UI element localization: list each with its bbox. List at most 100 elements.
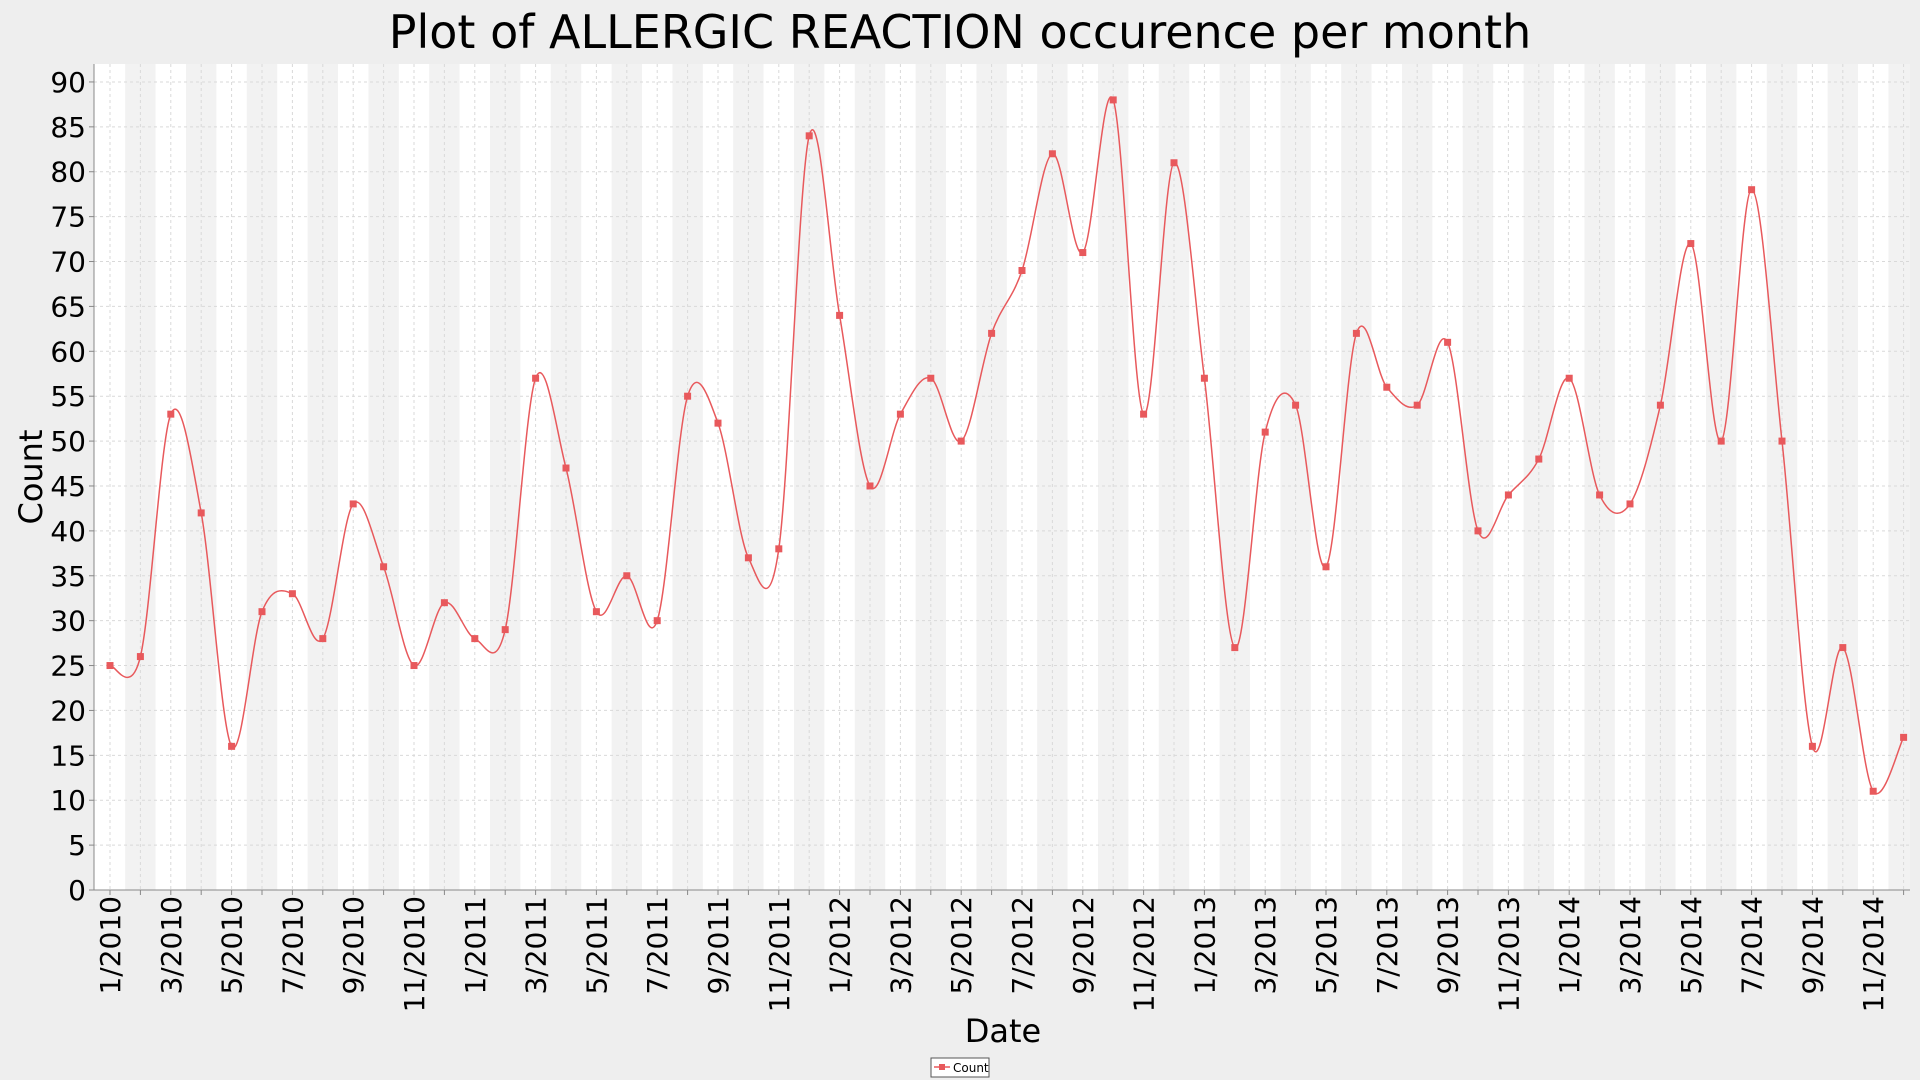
x-tick-label: 7/2014: [1736, 896, 1769, 995]
x-tick-label: 5/2012: [945, 896, 978, 995]
x-tick-label: 11/2011: [763, 896, 796, 1012]
month-band: [1037, 64, 1068, 890]
y-tick-label: 30: [50, 605, 86, 638]
x-tick-label: 9/2012: [1067, 896, 1100, 995]
x-tick-label: 11/2014: [1857, 896, 1890, 1012]
data-point: [1383, 383, 1391, 391]
data-point: [1048, 150, 1056, 158]
month-band: [246, 64, 278, 890]
month-band: [1098, 64, 1129, 890]
data-point: [1596, 491, 1604, 499]
chart-title: Plot of ALLERGIC REACTION occurence per …: [389, 5, 1531, 59]
month-band: [186, 64, 217, 890]
data-point: [1535, 455, 1543, 463]
month-band: [611, 64, 642, 890]
y-tick-label: 40: [50, 515, 86, 548]
data-point: [319, 635, 327, 643]
y-tick-label: 5: [68, 829, 86, 862]
x-tick-label: 1/2013: [1188, 896, 1221, 995]
data-point: [1292, 401, 1300, 409]
y-tick-label: 25: [50, 650, 86, 683]
data-point: [1656, 401, 1664, 409]
data-point: [1778, 437, 1786, 445]
data-point: [258, 608, 266, 616]
data-point: [592, 608, 600, 616]
data-point: [653, 617, 661, 625]
x-tick-label: 5/2011: [580, 896, 613, 995]
month-band: [1584, 64, 1615, 890]
x-tick-label: 3/2011: [520, 896, 553, 995]
data-point: [106, 662, 114, 670]
data-point: [349, 500, 357, 508]
x-tick-label: 9/2014: [1796, 896, 1829, 995]
data-point: [1474, 527, 1482, 535]
data-point: [1504, 491, 1512, 499]
data-point: [1261, 428, 1269, 436]
y-axis-ticks: 0 5 10 15 20 25 30 35 40 45 50 55 60 65 70 75 80 85 90: [50, 66, 94, 907]
y-tick-label: 10: [50, 784, 86, 817]
month-band: [307, 64, 338, 890]
month-band: [490, 64, 521, 890]
data-point: [1140, 410, 1148, 418]
x-tick-label: 1/2010: [94, 896, 127, 995]
x-tick-label: 3/2013: [1249, 896, 1282, 995]
data-point: [562, 464, 570, 472]
data-point: [714, 419, 722, 427]
data-point: [805, 132, 813, 140]
x-axis-ticks: 1/2010 3/2010 5/2010 7/2010 9/2010 11/2010 1/2…: [94, 890, 1905, 1012]
x-tick-label: 3/2010: [155, 896, 188, 995]
x-tick-label: 1/2012: [824, 896, 857, 995]
legend-label: Count: [953, 1061, 989, 1075]
month-band: [550, 64, 582, 890]
data-point: [836, 311, 844, 319]
y-axis-label: Count: [12, 429, 50, 524]
data-point: [1200, 374, 1208, 382]
x-tick-label: 11/2010: [398, 896, 431, 1012]
x-tick-label: 7/2011: [641, 896, 674, 995]
data-point: [167, 410, 175, 418]
data-point: [1869, 787, 1877, 795]
y-tick-label: 45: [50, 470, 86, 503]
y-tick-label: 90: [50, 66, 86, 99]
data-point: [1079, 249, 1087, 257]
data-point: [957, 437, 965, 445]
data-point: [1170, 159, 1178, 167]
data-point: [1626, 500, 1634, 508]
legend-box: [930, 1057, 990, 1078]
x-tick-label: 5/2010: [216, 896, 249, 995]
y-tick-label: 60: [50, 335, 86, 368]
month-band: [1706, 64, 1737, 890]
data-point: [1413, 401, 1421, 409]
x-tick-label: 5/2013: [1310, 896, 1343, 995]
data-point: [471, 635, 479, 643]
y-tick-label: 85: [50, 111, 86, 144]
x-tick-label: 9/2011: [702, 896, 735, 995]
data-point: [927, 374, 935, 382]
y-tick-label: 80: [50, 156, 86, 189]
x-tick-label: 11/2013: [1492, 896, 1525, 1012]
x-tick-label: 11/2012: [1128, 896, 1161, 1012]
y-tick-label: 35: [50, 560, 86, 593]
data-point: [744, 554, 752, 562]
y-tick-label: 15: [50, 739, 86, 772]
month-band: [672, 64, 703, 890]
data-point: [866, 482, 874, 490]
x-tick-label: 3/2012: [884, 896, 917, 995]
data-point: [1687, 240, 1695, 248]
y-tick-label: 75: [50, 201, 86, 234]
data-point: [1231, 644, 1239, 652]
x-axis-label: Date: [965, 1012, 1041, 1050]
y-tick-label: 50: [50, 425, 86, 458]
data-point: [623, 572, 631, 580]
data-point: [228, 742, 236, 750]
month-band: [1523, 64, 1554, 890]
data-point: [1018, 267, 1026, 274]
month-band: [1280, 64, 1311, 890]
month-band: [1341, 64, 1372, 890]
month-band: [976, 64, 1007, 890]
month-band: [915, 64, 946, 890]
month-band: [1402, 64, 1433, 890]
month-band: [368, 64, 399, 890]
x-tick-label: 5/2014: [1675, 896, 1708, 995]
